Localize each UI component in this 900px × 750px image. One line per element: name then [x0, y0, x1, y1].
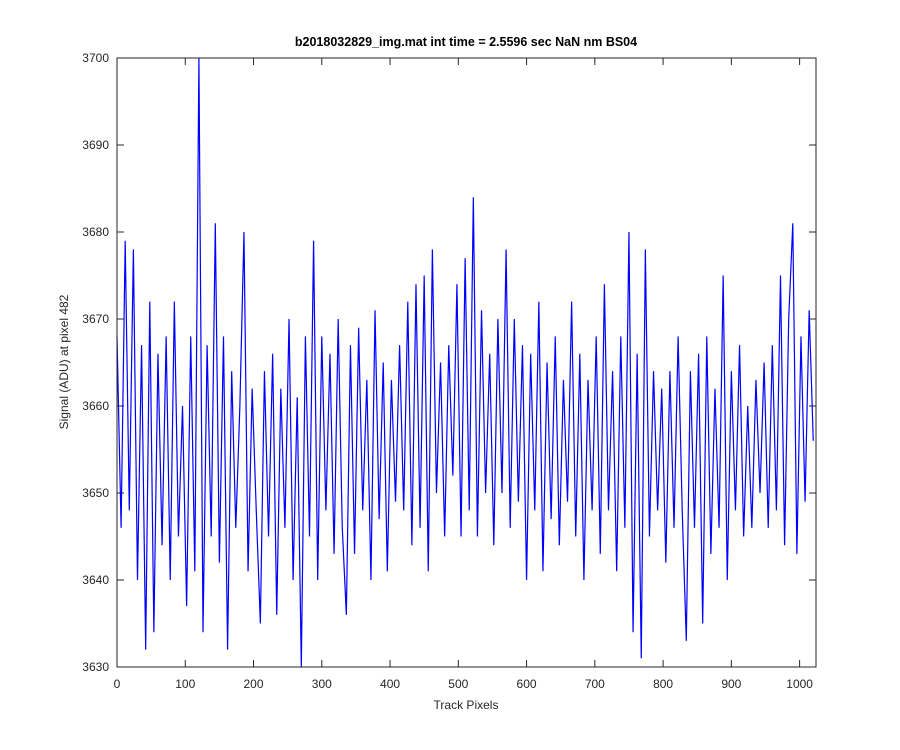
x-tick-label: 300 [312, 677, 332, 691]
y-tick-label: 3670 [82, 312, 109, 326]
y-tick-label: 3630 [82, 660, 109, 674]
x-tick-label: 900 [721, 677, 741, 691]
x-tick-label: 100 [175, 677, 195, 691]
x-axis-label: Track Pixels [434, 698, 499, 712]
x-tick-label: 200 [244, 677, 264, 691]
x-tick-label: 1000 [786, 677, 813, 691]
y-axis-label: Signal (ADU) at pixel 482 [57, 294, 71, 429]
data-line [116, 57, 814, 668]
y-tick-label: 3700 [82, 51, 109, 65]
y-tick-label: 3640 [82, 573, 109, 587]
plot-area: 0 100 200 300 400 500 600 700 800 900 1000 3630 3640… [82, 51, 817, 691]
axes-box [116, 57, 817, 668]
x-tick-label: 700 [585, 677, 605, 691]
x-tick-label: 800 [653, 677, 673, 691]
x-tick-label: 400 [380, 677, 400, 691]
x-tick-label: 500 [448, 677, 468, 691]
y-tick-label: 3680 [82, 225, 109, 239]
y-tick-label: 3650 [82, 486, 109, 500]
x-tick-label: 0 [114, 677, 121, 691]
y-tick-label: 3690 [82, 138, 109, 152]
y-tick-label: 3660 [82, 399, 109, 413]
x-tick-label: 600 [517, 677, 537, 691]
chart-title: b2018032829_img.mat int time = 2.5596 se… [295, 35, 637, 49]
